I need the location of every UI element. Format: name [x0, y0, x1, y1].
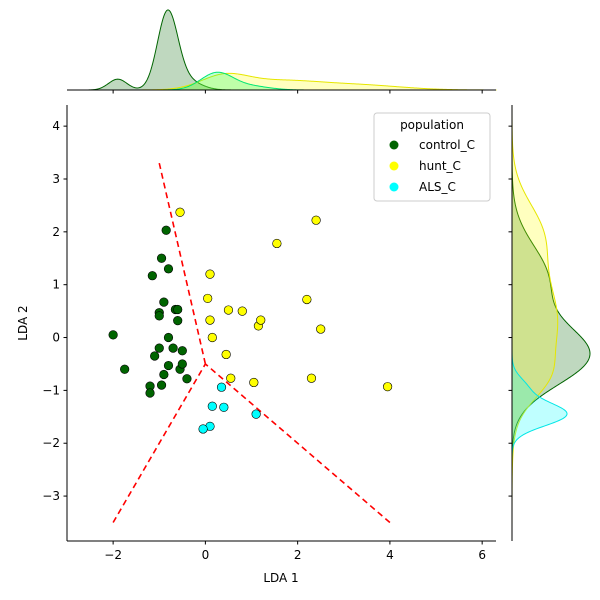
point-control_C-6 [154, 343, 164, 353]
y-tick-label: 0 [52, 331, 60, 345]
y-tick-label: −1 [42, 383, 60, 397]
boundary-left [112, 363, 207, 523]
point-hunt_C-15 [311, 215, 321, 225]
point-control_C-14 [163, 264, 174, 274]
point-hunt_C-2 [205, 269, 215, 279]
legend-marker-als [389, 182, 399, 192]
point-control_C-19 [173, 316, 183, 326]
point-hunt_C-6 [223, 305, 234, 315]
legend-label-als: ALS_C [419, 180, 456, 194]
x-tick-label: 4 [386, 548, 394, 562]
point-control_C-13 [161, 225, 171, 235]
point-ALS_C-5 [251, 409, 261, 419]
point-hunt_C-3 [205, 315, 215, 325]
point-hunt_C-11 [256, 315, 266, 325]
x-tick-label: 0 [202, 548, 210, 562]
boundary-upper [158, 162, 207, 365]
x-tick-label: −2 [104, 548, 122, 562]
point-control_C-24 [163, 332, 174, 343]
y-tick-label: −2 [42, 436, 60, 450]
point-control_C-18 [173, 304, 183, 315]
y-axis-label: LDA 2 [16, 305, 30, 340]
point-hunt_C-14 [306, 373, 317, 383]
point-hunt_C-0 [175, 207, 185, 217]
point-ALS_C-0 [216, 382, 227, 392]
point-hunt_C-4 [207, 332, 217, 343]
legend-title: population [400, 118, 464, 132]
legend-marker-hunt [389, 161, 399, 171]
point-hunt_C-5 [221, 349, 231, 360]
point-control_C-10 [159, 297, 169, 307]
main-axes: −2 0 2 4 6 −3 −2 −1 0 1 2 3 4 [42, 105, 496, 562]
legend-marker-control [389, 140, 399, 150]
point-control_C-21 [177, 359, 187, 369]
point-hunt_C-1 [203, 293, 213, 304]
point-hunt_C-12 [272, 238, 282, 249]
legend-label-control: control_C [419, 138, 475, 152]
x-axis-label: LDA 1 [263, 571, 298, 585]
point-control_C-15 [163, 360, 174, 371]
scatter-points [108, 207, 393, 434]
point-control_C-3 [145, 388, 155, 398]
y-tick-label: 2 [52, 225, 60, 239]
legend: population control_C hunt_C ALS_C [373, 112, 491, 202]
y-tick-label: 3 [52, 172, 60, 186]
point-control_C-16 [168, 343, 178, 353]
point-control_C-0 [108, 330, 118, 340]
x-tick-label: 2 [294, 548, 302, 562]
y-tick-label: −3 [42, 489, 60, 503]
point-control_C-12 [159, 369, 169, 380]
point-control_C-22 [177, 346, 187, 356]
legend-frame [373, 112, 491, 202]
legend-label-hunt: hunt_C [419, 159, 461, 173]
y-tick-label: 4 [52, 119, 60, 133]
marginal-y-kde [508, 104, 591, 541]
boundary-right [204, 363, 391, 524]
x-tick-label: 6 [478, 548, 486, 562]
point-control_C-8 [154, 311, 164, 321]
point-hunt_C-16 [316, 324, 326, 334]
point-control_C-5 [147, 271, 157, 281]
point-ALS_C-2 [219, 402, 229, 412]
point-control_C-11 [156, 380, 167, 390]
point-hunt_C-7 [226, 373, 236, 383]
point-control_C-1 [120, 364, 130, 374]
point-ALS_C-1 [207, 401, 217, 411]
y-tick-label: 1 [52, 278, 60, 292]
marginal-x-kde [67, 9, 497, 94]
point-hunt_C-17 [383, 382, 393, 392]
point-ALS_C-4 [198, 424, 208, 434]
point-control_C-23 [182, 374, 192, 384]
decision-boundaries [112, 162, 391, 524]
point-control_C-4 [150, 351, 160, 361]
point-hunt_C-13 [302, 294, 312, 305]
point-hunt_C-8 [237, 306, 247, 316]
point-control_C-9 [156, 253, 167, 263]
point-hunt_C-9 [249, 377, 259, 388]
